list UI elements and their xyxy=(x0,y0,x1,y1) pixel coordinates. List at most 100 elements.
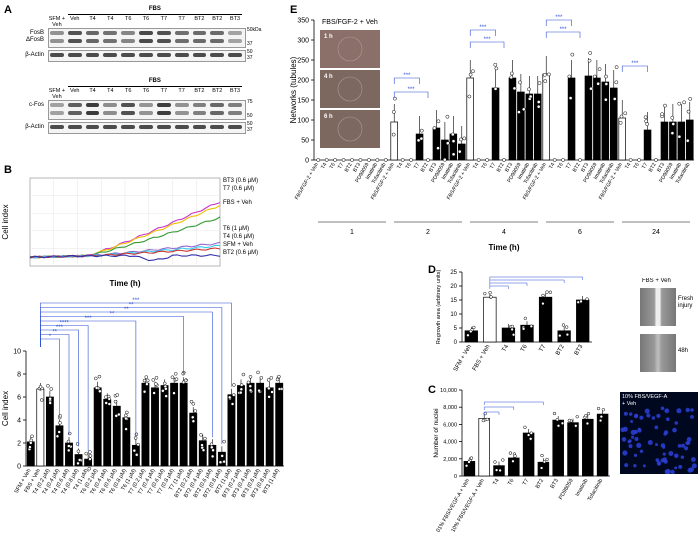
data-point xyxy=(493,87,498,91)
nucleus xyxy=(620,427,625,433)
data-point xyxy=(210,454,215,459)
bar xyxy=(491,87,500,161)
data-point xyxy=(124,416,128,421)
data-point xyxy=(489,295,493,299)
blot-band xyxy=(228,31,242,35)
blot-band xyxy=(156,53,171,57)
blot-band xyxy=(121,31,136,35)
nucleus xyxy=(674,466,678,470)
bar xyxy=(466,77,474,161)
y-tick-label: 0 xyxy=(454,340,458,346)
y-tick-label: 8,000 xyxy=(443,405,457,411)
x-tick-label: SFM + Veh xyxy=(453,344,473,373)
data-point xyxy=(136,442,140,447)
lane-label: T6 xyxy=(142,88,150,94)
data-point xyxy=(567,418,572,423)
y-tick-label: 350 xyxy=(297,18,309,25)
x-tick-label: BT2 xyxy=(572,162,582,173)
blot-band xyxy=(210,53,225,57)
data-point xyxy=(682,100,686,105)
nucleus xyxy=(689,467,694,472)
x-tick-label: BT2 xyxy=(496,162,506,173)
image-time-label: 4 h xyxy=(324,74,333,80)
bar xyxy=(179,382,188,467)
blot-band xyxy=(192,111,207,115)
nucleus xyxy=(662,452,666,456)
data-point xyxy=(275,377,280,382)
blot-label: FosB xyxy=(29,30,44,36)
bar xyxy=(275,382,284,467)
data-point xyxy=(528,94,533,99)
data-point xyxy=(48,401,52,405)
significance-label: * xyxy=(49,334,52,340)
significance-bracket xyxy=(483,401,544,405)
image-time-label: 1 h xyxy=(324,34,333,40)
data-point xyxy=(49,387,53,391)
data-point xyxy=(643,115,648,120)
significance-label: *** xyxy=(403,73,411,79)
data-point xyxy=(76,449,81,454)
mw-marker: 50 xyxy=(247,113,253,119)
data-point xyxy=(87,467,92,471)
bar xyxy=(227,394,236,467)
bar xyxy=(256,382,265,467)
data-point xyxy=(552,158,557,162)
x-tick-label: BT2 xyxy=(648,162,658,173)
bar xyxy=(432,127,441,161)
data-point xyxy=(172,391,176,395)
x-tick-label: BT2 xyxy=(420,162,430,173)
lane-label: T7 xyxy=(178,16,185,22)
bar xyxy=(141,382,150,467)
blot-band xyxy=(192,31,207,35)
data-point xyxy=(555,418,559,422)
data-point xyxy=(222,459,226,464)
nucleus xyxy=(681,443,685,448)
data-point xyxy=(502,158,506,162)
y-tick-label: 2 xyxy=(17,441,21,448)
data-point xyxy=(84,451,88,456)
data-point xyxy=(266,378,271,382)
data-point xyxy=(358,158,363,162)
data-point xyxy=(142,378,147,383)
mw-marker: 50 xyxy=(247,121,253,127)
data-point xyxy=(248,384,253,388)
blot-band xyxy=(156,39,171,43)
lane-label: T4 xyxy=(107,16,114,22)
data-point xyxy=(509,71,514,76)
x-tick-label: T6 xyxy=(520,343,529,353)
blot-band xyxy=(67,31,82,35)
data-point xyxy=(688,97,693,101)
data-point xyxy=(124,413,128,418)
fresh-injury-label: Fresh injury xyxy=(678,296,694,309)
blot-label: c-Fos xyxy=(29,102,44,108)
blot-band xyxy=(139,31,153,35)
data-point xyxy=(66,439,71,444)
data-point xyxy=(58,414,62,418)
bar xyxy=(538,296,553,343)
microscopy-image xyxy=(320,30,380,68)
bar xyxy=(170,382,179,467)
data-point xyxy=(498,468,502,473)
group-label: 1 xyxy=(350,229,354,236)
data-point xyxy=(494,66,499,71)
data-point xyxy=(267,395,271,399)
x-tick-label: BT3 xyxy=(580,162,590,173)
photo-title: FBS + Veh xyxy=(642,278,671,284)
data-point xyxy=(432,126,437,130)
nucleus xyxy=(631,435,635,439)
data-point xyxy=(604,74,608,79)
x-tick-label: T6 xyxy=(329,162,337,170)
data-point xyxy=(134,432,139,437)
significance-bracket xyxy=(483,411,500,415)
blot-band xyxy=(85,39,100,43)
x-tick-label: FBS + Veh xyxy=(472,344,492,372)
nucleus xyxy=(676,408,682,414)
data-point xyxy=(145,382,149,386)
significance-bracket xyxy=(393,91,429,98)
data-point xyxy=(277,387,282,391)
data-point xyxy=(552,411,557,416)
data-point xyxy=(341,158,346,162)
data-point xyxy=(409,158,413,162)
data-point xyxy=(586,411,591,416)
nucleus xyxy=(644,408,650,414)
